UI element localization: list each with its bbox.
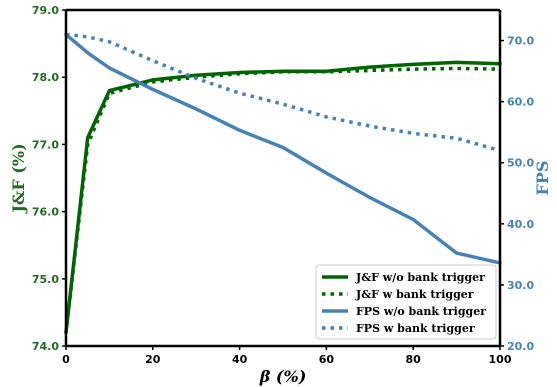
x-tick-label: 40 — [232, 353, 248, 366]
x-tick-label: 60 — [319, 353, 335, 366]
y-tick-label-right: 40.0 — [507, 218, 534, 231]
series-line-3 — [64, 32, 502, 265]
tick-labels: 0 20 40 60 80 100 74.0 75.0 76.0 77.0 78.0 79.0 20.0… — [32, 4, 535, 366]
y-tick-label-right: 30.0 — [507, 279, 534, 292]
y-tick-label-left: 75.0 — [32, 273, 59, 286]
x-axis-label: β (%) — [259, 367, 307, 386]
legend-label: FPS w/o bank trigger — [356, 305, 486, 318]
legend-label: J&F w/o bank trigger — [355, 271, 485, 284]
y-tick-label-right: 60.0 — [507, 96, 534, 109]
x-tick-label: 20 — [145, 353, 161, 366]
y-axis-label-left: J&F (%) — [9, 143, 28, 214]
y-tick-label-left: 78.0 — [32, 71, 59, 84]
axes — [64, 8, 502, 348]
series-lines — [64, 32, 502, 335]
series-line-4 — [65, 32, 501, 153]
x-tick-label: 0 — [62, 353, 70, 366]
x-tick-label: 100 — [489, 353, 512, 366]
y-axis-label-right: FPS — [533, 161, 552, 196]
y-tick-label-right: 50.0 — [507, 157, 534, 170]
y-tick-label-left: 79.0 — [32, 4, 59, 17]
y-tick-label-left: 74.0 — [32, 340, 59, 353]
legend-label: FPS w bank trigger — [356, 322, 475, 335]
legend-box — [315, 264, 497, 340]
y-tick-label-left: 77.0 — [32, 138, 59, 151]
x-tick-label: 80 — [406, 353, 422, 366]
legend-label: J&F w bank trigger — [355, 288, 474, 301]
y-tick-label-left: 76.0 — [32, 206, 59, 219]
y-tick-label-right: 70.0 — [507, 35, 534, 48]
y-tick-label-right: 20.0 — [507, 340, 534, 353]
legend: J&F w/o bank trigger J&F w bank trigger FP… — [315, 264, 497, 340]
